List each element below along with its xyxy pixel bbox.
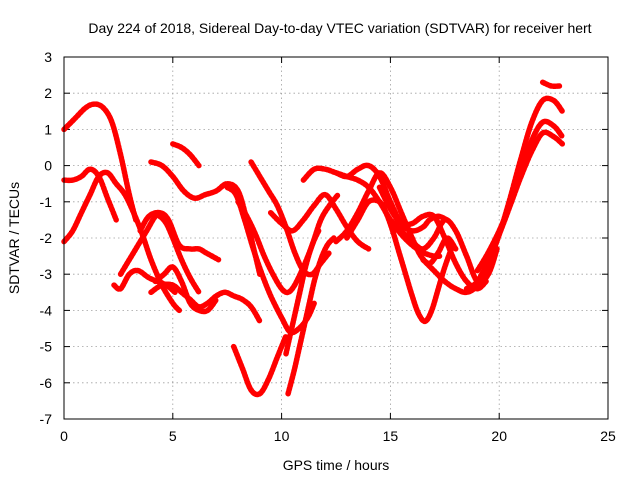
series-line-sat-l xyxy=(235,191,341,296)
series-group xyxy=(61,79,566,398)
series-line-sat-aa xyxy=(539,79,563,90)
x-tick-label: 15 xyxy=(383,428,399,444)
series-line-sat-i xyxy=(170,141,202,169)
series-line-sat-t xyxy=(333,170,459,267)
series-line-sat-g xyxy=(137,209,222,263)
series-line-sat-q xyxy=(267,191,372,252)
y-tick-label: -5 xyxy=(40,339,53,355)
series-line-sat-n xyxy=(230,332,289,398)
y-tick-label: 2 xyxy=(44,85,52,101)
x-tick-label: 10 xyxy=(274,428,290,444)
y-tick-label: -2 xyxy=(40,230,53,246)
y-tick-label: 1 xyxy=(44,121,52,137)
series-line-sat-z xyxy=(474,129,566,274)
y-tick-label: 0 xyxy=(44,158,52,174)
series-line-sat-r xyxy=(300,165,444,260)
x-tick-label: 5 xyxy=(169,428,177,444)
series-line-sat-e xyxy=(117,212,202,296)
y-tick-label: -4 xyxy=(40,302,53,318)
series-line-sat-o xyxy=(285,235,337,397)
series-line-sat-u xyxy=(344,197,455,325)
x-tick-label: 25 xyxy=(600,428,616,444)
x-axis-label: GPS time / hours xyxy=(283,457,390,473)
y-tick-label: -1 xyxy=(40,194,53,210)
plot-frame xyxy=(63,56,609,420)
y-tick-label: 3 xyxy=(44,49,52,65)
y-axis-label: SDTVAR / TECUs xyxy=(6,182,22,294)
x-tick-label: 20 xyxy=(491,428,507,444)
y-tick-label: -6 xyxy=(40,375,53,391)
axis-ticks: 0 5 10 15 20 25 -7 -6 -5 -4 -3 -2 -1 0 1 2 3 xyxy=(40,49,616,444)
y-tick-label: -7 xyxy=(40,411,53,427)
series-line-sat-p xyxy=(283,228,322,357)
chart-title: Day 224 of 2018, Sidereal Day-to-day VTE… xyxy=(88,20,591,36)
y-tick-label: -3 xyxy=(40,266,53,282)
series-line-sat-b xyxy=(61,166,119,223)
x-tick-label: 0 xyxy=(60,428,68,444)
series-line-sat-a xyxy=(61,101,139,223)
series-line-sat-h xyxy=(148,281,263,325)
